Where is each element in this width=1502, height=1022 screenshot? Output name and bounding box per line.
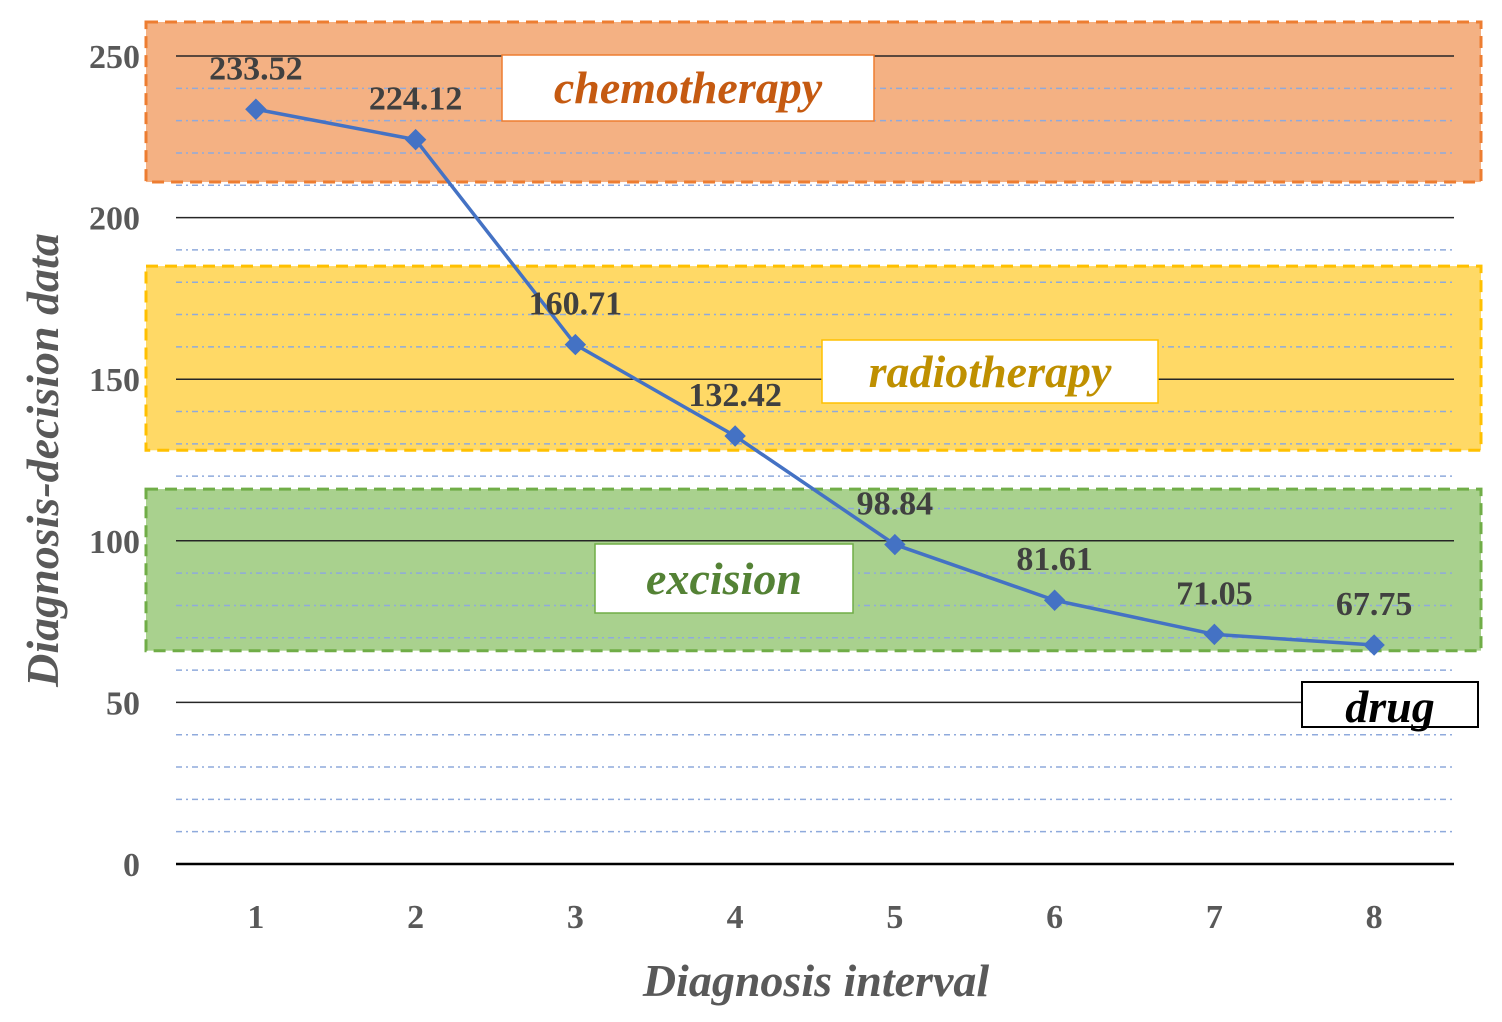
zone-labels: chemotherapy radiotherapy excision drug [501, 54, 1479, 732]
zone-label-box-excision [594, 543, 854, 614]
y-tick-label: 0 [123, 847, 140, 884]
data-label: 233.52 [209, 50, 303, 87]
y-axis-title: Diagnosis-decision data [17, 233, 68, 688]
data-label: 224.12 [369, 81, 463, 118]
data-label: 71.05 [1176, 575, 1253, 612]
data-label: 98.84 [857, 486, 934, 523]
series-line [255, 107, 1375, 647]
y-tick-label: 200 [89, 201, 140, 238]
data-label: 160.71 [529, 286, 623, 323]
data-point [724, 425, 746, 447]
zone-label-chemotherapy: chemotherapy [554, 62, 823, 113]
y-tick-label: 150 [89, 362, 140, 399]
data-point [245, 98, 267, 120]
series-layer: 233.52 224.12 160.71 132.42 98.84 81.61 71.05 6… [209, 50, 1413, 656]
x-tick-label: 3 [567, 899, 584, 936]
data-label: 132.42 [688, 377, 782, 414]
data-label: 67.75 [1336, 586, 1413, 623]
y-tick-label: 100 [89, 524, 140, 561]
x-tick-label: 2 [407, 899, 424, 936]
x-tick-label: 8 [1366, 899, 1383, 936]
zone-label-box-drug [1301, 681, 1479, 728]
zone-band-radiotherapy [144, 264, 1483, 452]
x-tick-label: 6 [1046, 899, 1063, 936]
data-point [404, 128, 427, 151]
data-point [1363, 634, 1385, 656]
x-tick-label: 7 [1206, 899, 1223, 936]
zone-label-drug: drug [1345, 681, 1434, 732]
y-tick-label: 50 [106, 685, 140, 722]
x-tick-label: 5 [886, 899, 903, 936]
zone-label-radiotherapy: radiotherapy [869, 346, 1112, 397]
axes: Diagnosis interval Diagnosis-decision da… [17, 39, 1383, 1006]
data-label: 81.61 [1016, 541, 1093, 578]
x-tick-label: 4 [727, 899, 744, 936]
data-point [1203, 623, 1226, 646]
data-point [1043, 589, 1066, 611]
x-axis-title: Diagnosis interval [642, 955, 990, 1006]
zone-label-box-chemotherapy [501, 54, 875, 122]
data-point [564, 333, 587, 356]
y-tick-label: 250 [89, 39, 140, 76]
zone-label-box-radiotherapy [821, 339, 1159, 404]
zone-label-excision: excision [646, 553, 802, 604]
data-point [884, 533, 906, 556]
x-tick-label: 1 [247, 899, 264, 936]
